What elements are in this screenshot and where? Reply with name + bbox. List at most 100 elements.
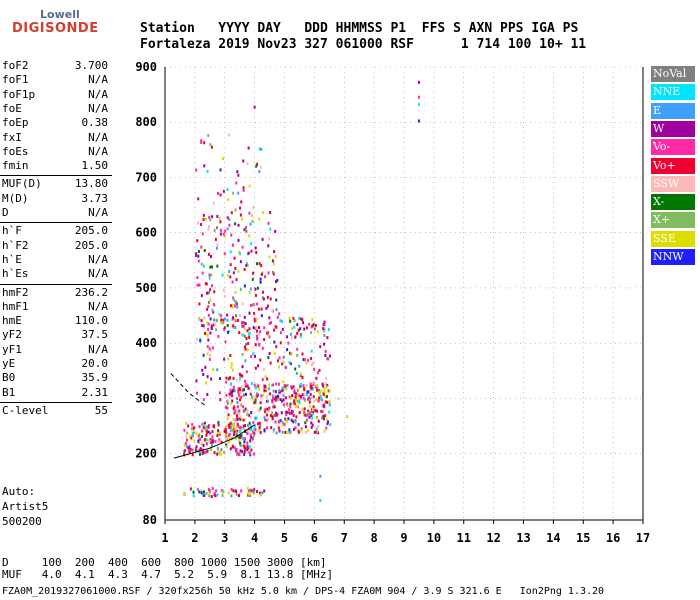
x-tick-label: 16 [606, 531, 620, 545]
echo-point [260, 272, 263, 276]
param-label: yE [2, 357, 16, 370]
echo-point [321, 382, 324, 386]
echo-point [230, 425, 233, 429]
echo-point [287, 431, 290, 435]
echo-point [214, 237, 217, 241]
header-line-1: Station YYYY DAY DDD HHMMSS P1 FFS S AXN… [140, 21, 579, 36]
echo-point [320, 389, 323, 393]
echo-point [231, 428, 234, 432]
echo-point [202, 372, 205, 376]
param-row: h`Es N/A [2, 267, 108, 281]
echo-point [274, 255, 277, 259]
param-value: 110.0 [74, 314, 108, 328]
echo-point [298, 410, 301, 414]
echo-point [321, 409, 324, 413]
echo-point [238, 438, 241, 442]
echo-point [246, 412, 249, 416]
echo-point [233, 425, 236, 429]
param-label: M(D) [2, 191, 29, 205]
echo-point [213, 451, 216, 455]
echo-point [324, 394, 327, 398]
echo-point [238, 313, 241, 317]
echo-point [222, 288, 225, 292]
auto-label: Auto: [2, 485, 36, 498]
echo-point [247, 251, 250, 255]
echo-point [227, 413, 230, 417]
param-value: 0.38 [81, 116, 109, 130]
echo-point [202, 443, 205, 447]
echo-point [265, 399, 268, 403]
echo-point [274, 229, 277, 233]
echo-point [292, 413, 295, 417]
echo-point [239, 490, 242, 494]
echo-point [328, 389, 331, 393]
echo-point [275, 413, 278, 417]
echo-point [308, 412, 311, 416]
echo-point [206, 375, 209, 379]
echo-point [325, 395, 328, 399]
echo-point [285, 387, 288, 391]
autoscaling-info: Auto: Artist5 500200 [2, 484, 48, 529]
echo-point [216, 226, 219, 230]
echo-point [278, 389, 281, 393]
echo-point [256, 262, 259, 266]
echo-point [417, 102, 420, 106]
echo-point [225, 430, 228, 434]
echo-point [247, 146, 250, 150]
x-tick-label: 6 [311, 531, 318, 545]
echo-point [245, 382, 248, 386]
echo-point [233, 446, 236, 450]
echo-point [213, 201, 216, 205]
echo-point [294, 405, 297, 409]
echo-point [234, 326, 237, 330]
echo-point [319, 345, 322, 349]
echo-point [346, 415, 349, 419]
legend-item: NoVal [651, 66, 695, 82]
echo-point [233, 411, 236, 415]
echo-point [220, 448, 223, 452]
echo-point [282, 393, 285, 397]
param-value: 205.0 [74, 238, 108, 252]
echo-point [212, 310, 215, 314]
echo-point [239, 417, 242, 421]
param-label: h`Es [2, 267, 29, 281]
echo-point [183, 443, 186, 447]
echo-point [313, 367, 316, 371]
echo-point [249, 392, 252, 396]
echo-point [242, 186, 245, 190]
echo-point [207, 291, 210, 295]
echo-point [203, 141, 206, 145]
echo-point [252, 430, 255, 434]
echo-point [315, 427, 318, 431]
echo-point [267, 333, 270, 337]
param-row: yE 20.0 [2, 357, 108, 371]
echo-point [229, 392, 232, 396]
echo-point [230, 233, 233, 237]
echo-point [206, 345, 209, 349]
echo-point [295, 415, 298, 419]
echo-point [243, 315, 246, 319]
echo-point [285, 418, 288, 422]
echo-point [230, 391, 233, 395]
echo-point [304, 398, 307, 402]
echo-point [303, 407, 306, 411]
param-row: h`F 205.0 [2, 224, 108, 238]
echo-point [272, 272, 275, 276]
echo-point [255, 383, 258, 387]
echo-point [296, 347, 299, 351]
echo-point [263, 338, 266, 342]
echo-point [243, 267, 246, 271]
param-row: foE N/A [2, 102, 108, 116]
echo-point [280, 411, 283, 415]
param-value: 3.73 [81, 191, 109, 205]
echo-point [262, 367, 265, 371]
echo-point [327, 328, 330, 332]
echo-point [205, 442, 208, 446]
echo-point [235, 314, 238, 318]
echo-point [314, 323, 317, 327]
echo-point [265, 395, 268, 399]
echo-point [219, 321, 222, 325]
echo-point [226, 313, 229, 317]
echo-point [248, 184, 251, 188]
echo-point [218, 452, 221, 456]
